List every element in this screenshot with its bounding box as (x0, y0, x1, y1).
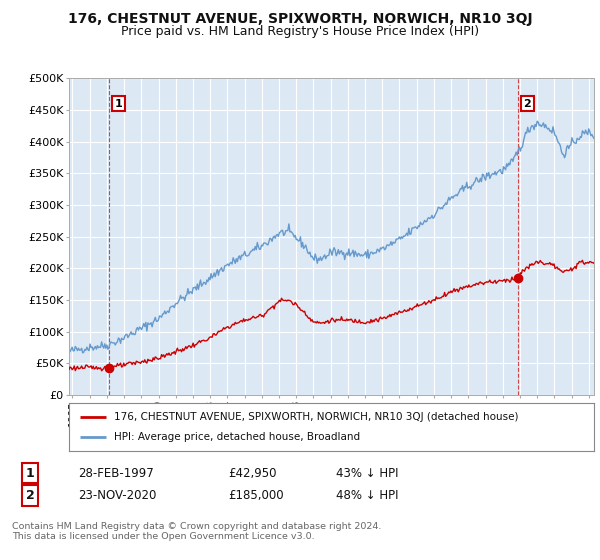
Text: HPI: Average price, detached house, Broadland: HPI: Average price, detached house, Broa… (113, 432, 360, 442)
Text: £42,950: £42,950 (228, 466, 277, 480)
Text: 43% ↓ HPI: 43% ↓ HPI (336, 466, 398, 480)
Text: 1: 1 (26, 466, 34, 480)
Text: 1: 1 (115, 99, 122, 109)
Text: 23-NOV-2020: 23-NOV-2020 (78, 489, 157, 502)
Text: 48% ↓ HPI: 48% ↓ HPI (336, 489, 398, 502)
Text: Contains HM Land Registry data © Crown copyright and database right 2024.
This d: Contains HM Land Registry data © Crown c… (12, 522, 382, 542)
Text: Price paid vs. HM Land Registry's House Price Index (HPI): Price paid vs. HM Land Registry's House … (121, 25, 479, 38)
Text: 176, CHESTNUT AVENUE, SPIXWORTH, NORWICH, NR10 3QJ: 176, CHESTNUT AVENUE, SPIXWORTH, NORWICH… (68, 12, 532, 26)
Text: 2: 2 (523, 99, 531, 109)
Text: 2: 2 (26, 489, 34, 502)
Text: £185,000: £185,000 (228, 489, 284, 502)
Text: 28-FEB-1997: 28-FEB-1997 (78, 466, 154, 480)
Text: 176, CHESTNUT AVENUE, SPIXWORTH, NORWICH, NR10 3QJ (detached house): 176, CHESTNUT AVENUE, SPIXWORTH, NORWICH… (113, 413, 518, 422)
